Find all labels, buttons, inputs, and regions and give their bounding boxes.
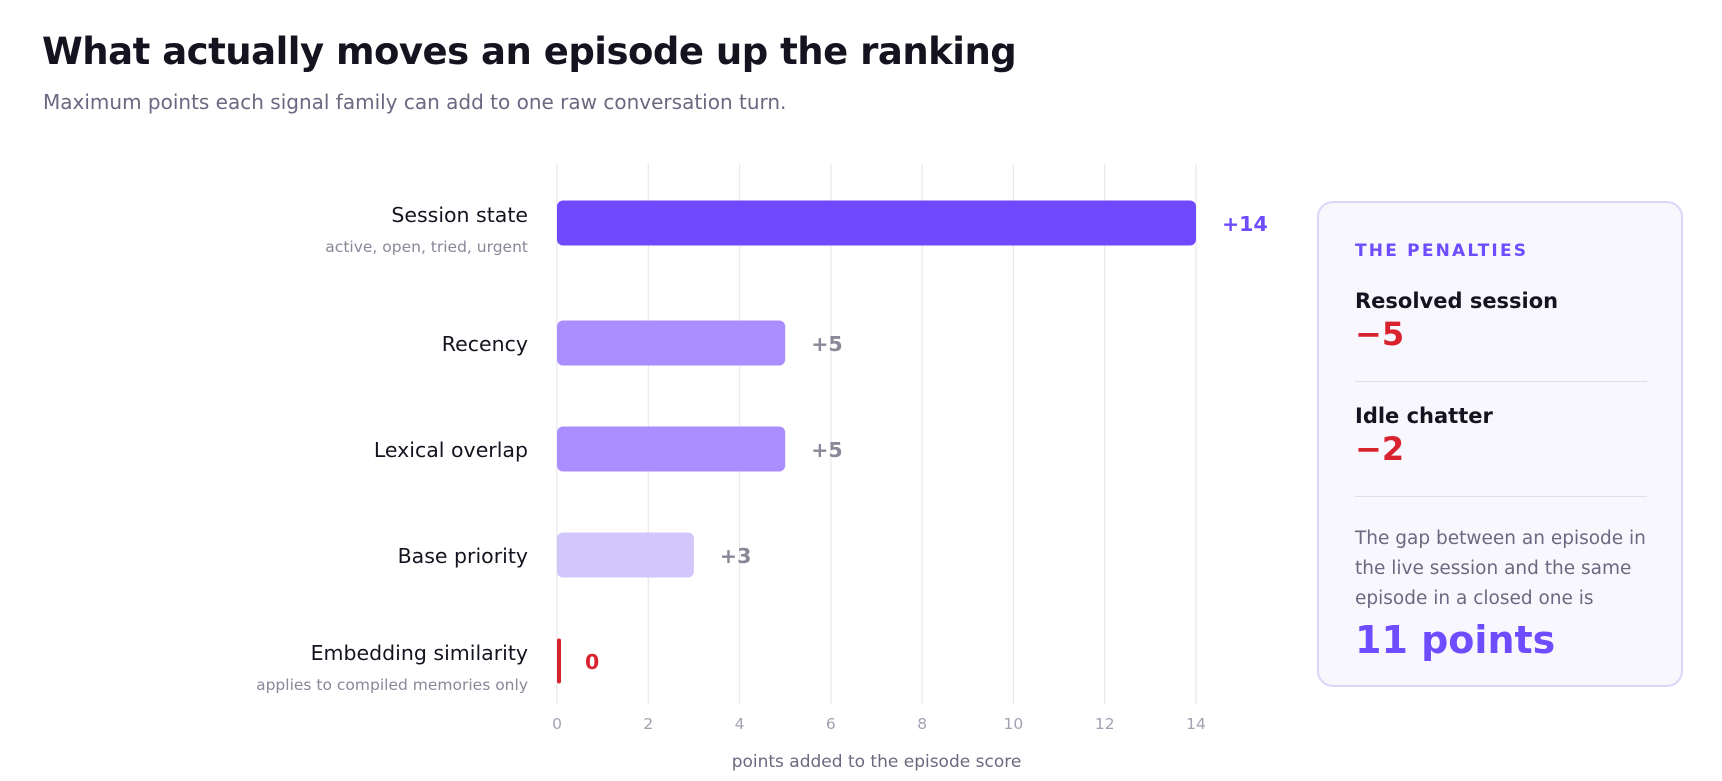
x-tick-label: 14 xyxy=(1186,715,1206,733)
category-note: active, open, tried, urgent xyxy=(325,238,528,256)
x-axis-label: points added to the episode score xyxy=(732,752,1022,772)
category-label: Session state xyxy=(391,203,528,227)
x-tick-label: 10 xyxy=(1004,715,1024,733)
category-label: Lexical overlap xyxy=(374,438,528,462)
gap-value: 11 points xyxy=(1355,618,1556,662)
x-tick-label: 4 xyxy=(735,715,745,733)
category-note: applies to compiled memories only xyxy=(256,676,528,694)
penalty-label-resolved-session: Resolved session xyxy=(1355,289,1559,313)
bar-value-label: +5 xyxy=(811,332,842,356)
bar-value-label: +5 xyxy=(811,438,842,462)
chart-title: What actually moves an episode up the ra… xyxy=(42,30,1017,73)
bar-value-label: +3 xyxy=(720,544,751,568)
gap-explanation: The gap between an episode in the live s… xyxy=(1355,528,1646,609)
bar xyxy=(557,426,786,472)
penalty-divider xyxy=(1355,381,1647,382)
bar xyxy=(557,200,1196,246)
penalty-label-idle-chatter: Idle chatter xyxy=(1355,404,1493,428)
category-label: Base priority xyxy=(398,544,528,568)
category-label: Embedding similarity xyxy=(311,641,528,665)
penalties-heading: THE PENALTIES xyxy=(1355,241,1529,261)
bar xyxy=(557,320,786,366)
bar-value-label: +14 xyxy=(1222,212,1268,236)
x-tick-label: 8 xyxy=(917,715,927,733)
x-tick-label: 0 xyxy=(552,715,562,733)
penalty-divider xyxy=(1355,496,1647,497)
penalty-value-resolved-session: −5 xyxy=(1355,315,1405,353)
penalties-panel: THE PENALTIES Resolved session −5 Idle c… xyxy=(1317,201,1683,687)
bar xyxy=(557,638,561,684)
x-tick-label: 6 xyxy=(826,715,836,733)
bar xyxy=(557,532,694,578)
penalty-value-idle-chatter: −2 xyxy=(1355,430,1405,468)
bar-chart: 0 2 4 6 8 10 12 14 points added to the episode s… xyxy=(256,164,1268,772)
x-tick-label: 2 xyxy=(643,715,653,733)
bar-value-label: 0 xyxy=(585,650,599,674)
category-label: Recency xyxy=(442,332,528,356)
x-tick-label: 12 xyxy=(1095,715,1115,733)
chart-subtitle: Maximum points each signal family can ad… xyxy=(43,90,787,114)
